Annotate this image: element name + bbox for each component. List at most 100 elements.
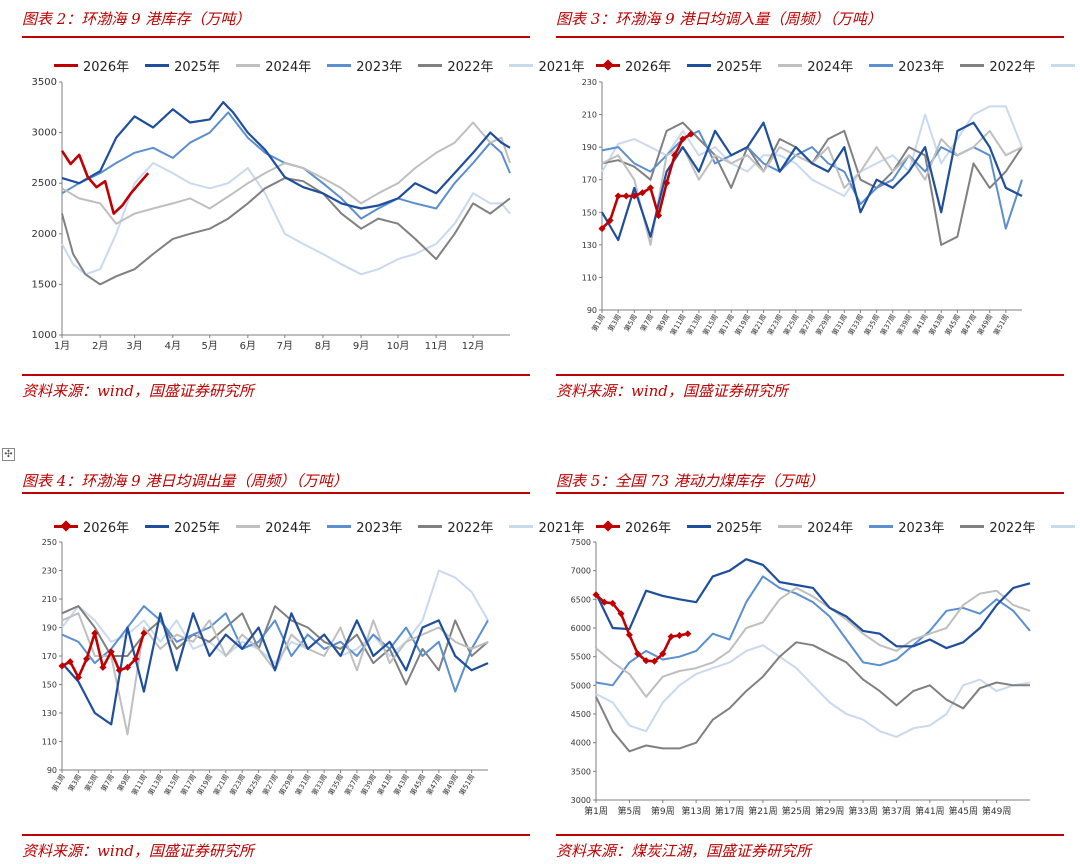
x-tick-label: 第1周 (50, 773, 67, 793)
series-line-2026年 (60, 150, 150, 215)
legend-label: 2025年 (174, 60, 221, 75)
series-line-2023年 (595, 575, 1031, 687)
legend-swatch (418, 525, 443, 528)
chart-plot-area: 3000 3500 4000 4500 5000 5500 6000 6500 7000 7500… (571, 538, 1031, 817)
legend-item: 2026年 (54, 56, 129, 75)
legend-label: 2024年 (265, 521, 312, 536)
legend-label: 2025年 (716, 60, 763, 75)
legend-item: 2025年 (687, 517, 762, 536)
y-tick-label: 3500 (32, 77, 57, 88)
x-tick-label: 5月 (202, 340, 218, 352)
legend-item: 2021年 (509, 517, 585, 536)
legend-item: 2026年 (596, 517, 671, 536)
chart-source: 资料来源：wind，国盛证券研究所 (22, 382, 254, 400)
legend-label: 2026年 (625, 521, 672, 536)
legend-swatch (687, 64, 712, 67)
title-rule (22, 492, 530, 494)
data-point (598, 225, 606, 233)
legend-swatch (687, 525, 712, 528)
legend-swatch (145, 525, 170, 528)
legend-swatch (54, 525, 78, 528)
legend-swatch (869, 525, 894, 528)
x-tick-label: 第51周 (991, 313, 1010, 337)
legend-label: 2024年 (265, 60, 312, 75)
legend-item: 2024年 (236, 517, 311, 536)
legend-item: 2022年 (418, 56, 493, 75)
y-tick-label: 3500 (571, 767, 591, 776)
y-tick-label: 4000 (571, 739, 591, 748)
legend-item: 2022年 (960, 56, 1035, 75)
legend-swatch (1051, 64, 1076, 67)
x-tick-label: 第1周 (584, 805, 608, 817)
x-tick-label: 第51周 (457, 773, 476, 797)
legend-item: 2023年 (327, 56, 402, 75)
legend-swatch (236, 525, 261, 528)
x-tick-label: 第5周 (82, 773, 99, 793)
legend-swatch (596, 64, 620, 67)
chart-title: 图表 5：全国 73 港动力煤库存（万吨） (556, 472, 824, 490)
series-line-2026年 (601, 132, 692, 230)
series-line-2023年 (61, 605, 489, 693)
legend-item: 2023年 (327, 517, 402, 536)
data-point (675, 631, 683, 639)
y-tick-label: 6000 (571, 624, 591, 633)
y-tick-label: 90 (587, 306, 597, 315)
chart-title: 图表 2：环渤海 9 港库存（万吨） (22, 10, 251, 28)
x-tick-label: 第41周 (915, 805, 944, 817)
y-tick-label: 2500 (32, 178, 57, 189)
y-tick-label: 2000 (32, 229, 57, 240)
chart-source: 资料来源：wind，国盛证券研究所 (556, 382, 788, 400)
x-tick-label: 第3周 (66, 773, 83, 793)
legend-label: 2026年 (83, 60, 130, 75)
y-tick-label: 190 (582, 143, 597, 152)
legend-item: 2025年 (145, 517, 220, 536)
data-point (115, 666, 123, 674)
legend-item: 2024年 (778, 56, 853, 75)
move-handle-icon[interactable]: ✣ (2, 448, 15, 461)
x-tick-label: 3月 (126, 340, 142, 352)
legend-item: 2022年 (960, 517, 1035, 536)
y-tick-label: 3000 (571, 796, 591, 805)
series-line-2022年 (61, 177, 511, 286)
legend-swatch (236, 64, 261, 67)
legend-swatch (778, 64, 803, 67)
data-point (679, 135, 687, 143)
legend-item: 2026年 (596, 56, 671, 75)
x-tick-label: 第17周 (715, 805, 744, 817)
chart-panel-port-inventory: 图表 2：环渤海 9 港库存（万吨） 2026年 2025年 2024年 2023年 2… (22, 8, 585, 408)
series-line-2025年 (595, 558, 1031, 650)
y-tick-label: 1000 (32, 330, 57, 341)
chart-panel-daily-inflow: 图表 3：环渤海 9 港日均调入量（周频）（万吨） 2026年 2025年 2024… (556, 8, 1076, 408)
y-tick-label: 150 (582, 208, 597, 217)
source-rule (556, 374, 1064, 376)
data-point (630, 192, 638, 200)
y-tick-label: 90 (47, 766, 57, 775)
legend-item: 2026年 (54, 517, 129, 536)
legend-item: 2023年 (869, 56, 944, 75)
title-rule (22, 36, 530, 38)
legend-label: 2023年 (898, 60, 945, 75)
x-tick-label: 12月 (462, 340, 485, 352)
source-rule (22, 834, 530, 836)
y-tick-label: 150 (42, 681, 57, 690)
legend-swatch (596, 525, 620, 528)
chart-source: 资料来源：煤炭江湖，国盛证券研究所 (556, 842, 812, 860)
source-rule (22, 374, 530, 376)
legend-label: 2023年 (356, 60, 403, 75)
x-tick-label: 第9周 (115, 773, 132, 793)
legend-label: 2023年 (356, 521, 403, 536)
chart-title: 图表 3：环渤海 9 港日均调入量（周频）（万吨） (556, 10, 882, 28)
series-line-2026年 (595, 593, 689, 663)
x-tick-label: 10月 (387, 340, 410, 352)
legend-swatch (54, 64, 78, 67)
data-point (622, 192, 630, 200)
x-tick-label: 第7周 (99, 773, 116, 793)
x-tick-label: 4月 (165, 340, 181, 352)
x-tick-label: 第25周 (782, 805, 811, 817)
x-tick-label: 第7周 (638, 313, 655, 333)
y-tick-label: 130 (42, 709, 57, 718)
y-tick-label: 4500 (571, 710, 591, 719)
series-line-2024年 (61, 121, 511, 225)
x-tick-label: 第49周 (982, 805, 1011, 817)
